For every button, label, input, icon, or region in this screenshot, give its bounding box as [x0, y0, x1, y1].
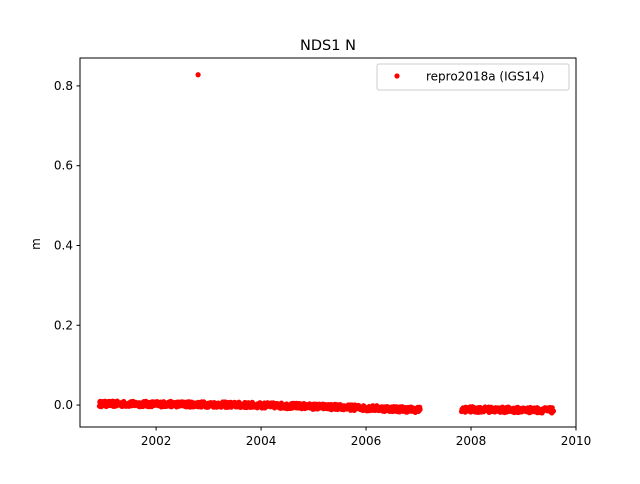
data-point — [417, 406, 423, 413]
x-tick-label: 2004 — [246, 434, 277, 448]
x-tick-label: 2002 — [141, 434, 172, 448]
data-points — [96, 72, 557, 416]
y-tick-label: 0.0 — [54, 398, 73, 412]
y-tick-label: 0.8 — [54, 79, 73, 93]
x-tick-label: 2008 — [456, 434, 487, 448]
x-tick-label: 2010 — [561, 434, 592, 448]
y-tick-label: 0.2 — [54, 318, 73, 332]
x-axis: 2002 2004 2006 2008 2010 — [141, 427, 591, 448]
data-point — [195, 72, 201, 78]
data-point — [550, 408, 557, 414]
y-tick-label: 0.4 — [54, 238, 73, 252]
y-axis-label: m — [29, 238, 43, 250]
legend: repro2018a (IGS14) — [376, 63, 570, 91]
legend-marker — [394, 73, 400, 79]
legend-box — [376, 63, 570, 91]
y-tick-label: 0.6 — [54, 159, 73, 173]
y-axis: 0.0 0.2 0.4 0.6 0.8 — [54, 79, 80, 412]
plot-frame — [79, 57, 577, 428]
legend-label: repro2018a (IGS14) — [426, 70, 544, 84]
chart-title: NDS1 N — [300, 38, 356, 54]
x-tick-label: 2006 — [351, 434, 382, 448]
